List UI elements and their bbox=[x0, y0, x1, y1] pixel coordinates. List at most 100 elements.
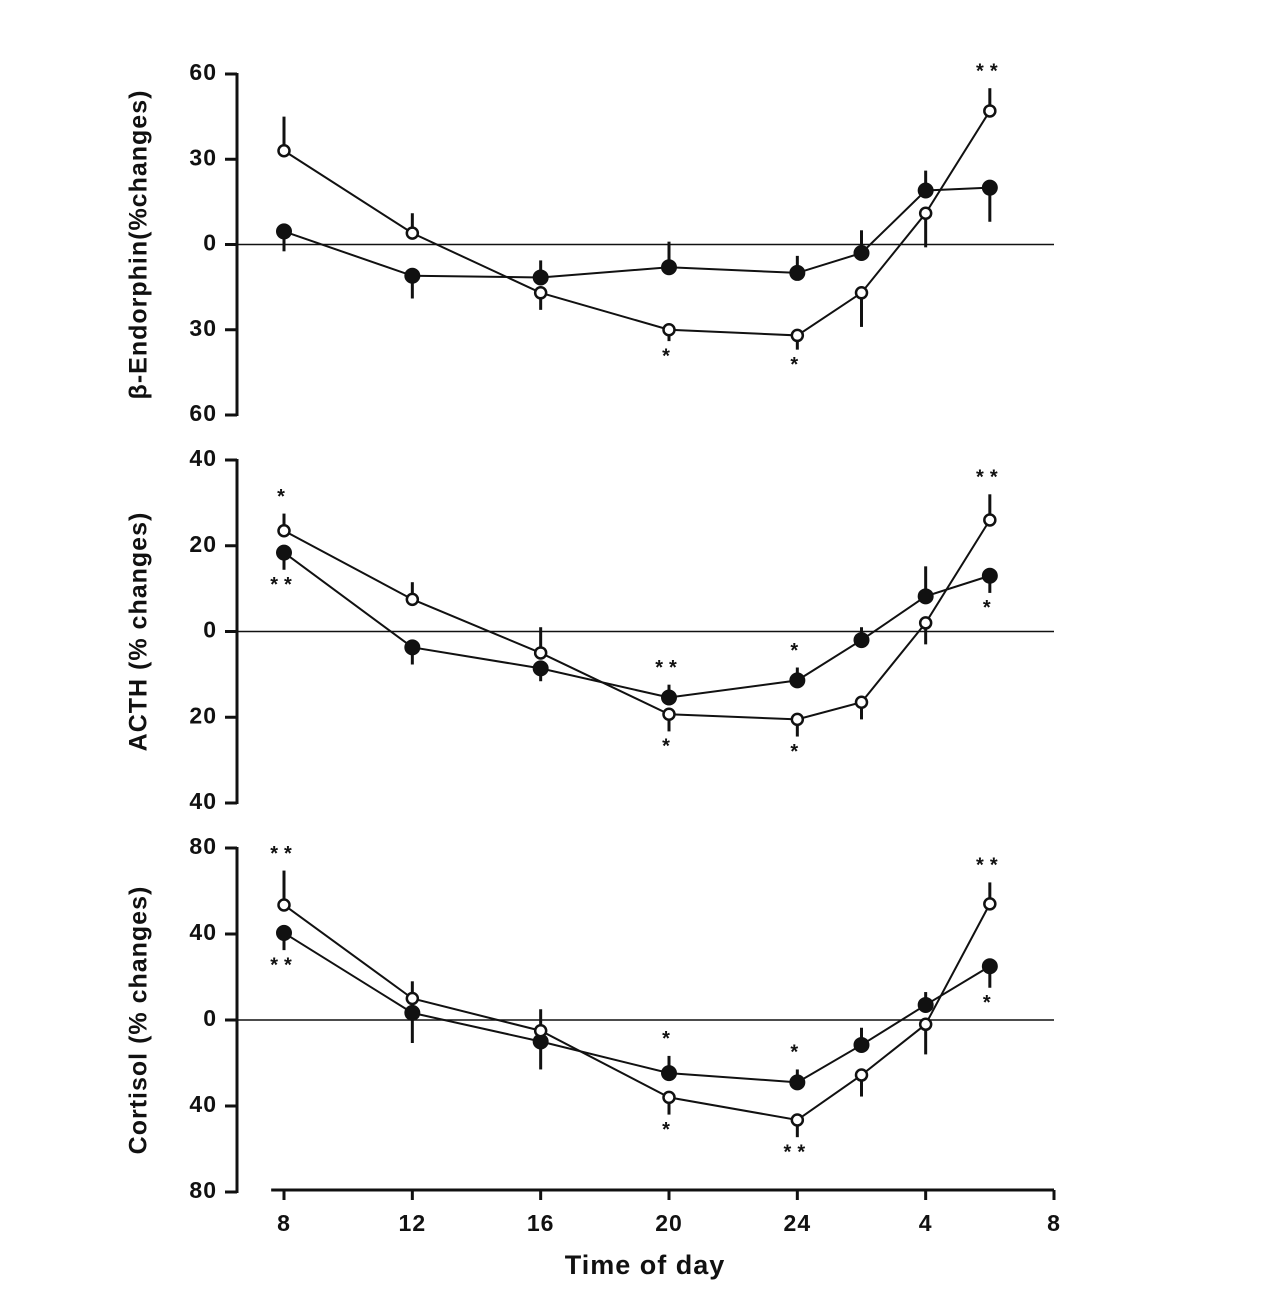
data-point bbox=[981, 958, 998, 975]
data-point bbox=[277, 143, 291, 158]
data-point bbox=[789, 1074, 806, 1091]
series-line bbox=[283, 551, 991, 699]
y-tick-label: 40 bbox=[189, 445, 217, 471]
series-line bbox=[283, 932, 991, 1084]
data-point bbox=[983, 897, 997, 911]
significance-mark: * bbox=[662, 1028, 676, 1050]
data-point bbox=[918, 1017, 933, 1032]
data-point bbox=[405, 991, 420, 1006]
data-point bbox=[918, 206, 933, 220]
y-axis-label: β-Endorphin(%changes) bbox=[125, 90, 153, 400]
y-tick-label: 0 bbox=[203, 230, 217, 256]
significance-mark: * bbox=[277, 486, 291, 508]
data-point bbox=[981, 567, 998, 584]
y-tick-label: 40 bbox=[189, 1091, 217, 1117]
y-tick-label: 60 bbox=[189, 59, 217, 85]
x-tick-label: 16 bbox=[527, 1210, 555, 1236]
data-point bbox=[983, 513, 997, 527]
data-point bbox=[532, 660, 549, 677]
y-tick-label: 0 bbox=[203, 617, 217, 643]
data-point bbox=[790, 712, 805, 727]
significance-mark: * bbox=[662, 736, 676, 758]
y-tick-label: 0 bbox=[203, 1005, 217, 1031]
data-point bbox=[662, 707, 676, 721]
significance-mark: * bbox=[662, 1119, 676, 1141]
significance-mark: * bbox=[983, 992, 997, 1014]
data-point bbox=[854, 1068, 869, 1082]
data-point bbox=[405, 226, 420, 240]
significance-mark: * bbox=[790, 741, 804, 763]
x-tick-label: 4 bbox=[919, 1210, 933, 1236]
data-point bbox=[533, 1024, 548, 1038]
data-point bbox=[661, 1065, 677, 1082]
data-point bbox=[917, 996, 934, 1013]
data-point bbox=[276, 223, 292, 240]
data-point bbox=[853, 1036, 870, 1053]
data-point bbox=[661, 259, 677, 276]
significance-mark: * bbox=[983, 597, 997, 619]
x-tick-label: 8 bbox=[1047, 1210, 1061, 1236]
y-tick-label: 30 bbox=[189, 144, 217, 170]
data-point bbox=[662, 323, 676, 337]
series-line bbox=[283, 110, 991, 337]
y-tick-label: 40 bbox=[189, 919, 217, 945]
significance-mark: ** bbox=[270, 954, 298, 976]
data-point bbox=[532, 269, 549, 286]
data-point bbox=[854, 286, 869, 300]
significance-mark: ** bbox=[270, 843, 298, 865]
data-point bbox=[918, 616, 933, 630]
data-point bbox=[404, 1004, 421, 1021]
data-point bbox=[917, 182, 934, 199]
data-point bbox=[276, 924, 292, 941]
data-point bbox=[789, 264, 806, 281]
data-point bbox=[661, 689, 677, 706]
significance-mark: * bbox=[790, 640, 804, 662]
data-point bbox=[790, 328, 805, 343]
data-point bbox=[789, 672, 806, 689]
y-tick-label: 60 bbox=[189, 400, 217, 426]
data-point bbox=[983, 104, 997, 118]
significance-mark: ** bbox=[976, 467, 1004, 489]
significance-mark: ** bbox=[784, 1141, 812, 1163]
significance-mark: * bbox=[790, 1042, 804, 1064]
y-tick-label: 40 bbox=[189, 788, 217, 814]
data-point bbox=[853, 245, 870, 262]
data-point bbox=[917, 588, 934, 605]
data-point bbox=[405, 592, 420, 607]
data-point bbox=[662, 1090, 676, 1105]
data-point bbox=[404, 639, 421, 656]
x-axis-label: Time of day bbox=[565, 1250, 726, 1280]
data-point bbox=[533, 286, 548, 300]
y-tick-label: 80 bbox=[189, 833, 217, 859]
significance-mark: ** bbox=[655, 657, 683, 679]
significance-mark: ** bbox=[976, 855, 1004, 877]
data-point bbox=[277, 898, 291, 912]
x-tick-label: 24 bbox=[784, 1210, 812, 1236]
x-tick-label: 8 bbox=[277, 1210, 291, 1236]
data-point bbox=[853, 632, 870, 649]
data-point bbox=[277, 523, 291, 538]
data-point bbox=[276, 544, 292, 561]
significance-mark: * bbox=[662, 345, 676, 367]
data-point bbox=[404, 267, 421, 284]
significance-mark: ** bbox=[976, 60, 1004, 82]
significance-mark: * bbox=[790, 354, 804, 376]
y-tick-label: 20 bbox=[189, 702, 217, 728]
series-line bbox=[283, 186, 990, 279]
y-axis-label: Cortisol (% changes) bbox=[125, 886, 153, 1155]
significance-mark: ** bbox=[270, 574, 298, 596]
y-tick-label: 20 bbox=[189, 531, 217, 557]
data-point bbox=[854, 695, 869, 709]
data-point bbox=[533, 646, 548, 660]
series-line bbox=[283, 903, 991, 1122]
series-line bbox=[283, 519, 991, 721]
data-point bbox=[790, 1113, 805, 1127]
x-tick-label: 12 bbox=[399, 1210, 427, 1236]
y-axis-label: ACTH (% changes) bbox=[125, 512, 153, 752]
x-tick-label: 20 bbox=[655, 1210, 683, 1236]
data-point bbox=[981, 179, 998, 196]
y-tick-label: 30 bbox=[189, 315, 217, 341]
y-tick-label: 80 bbox=[189, 1177, 217, 1203]
